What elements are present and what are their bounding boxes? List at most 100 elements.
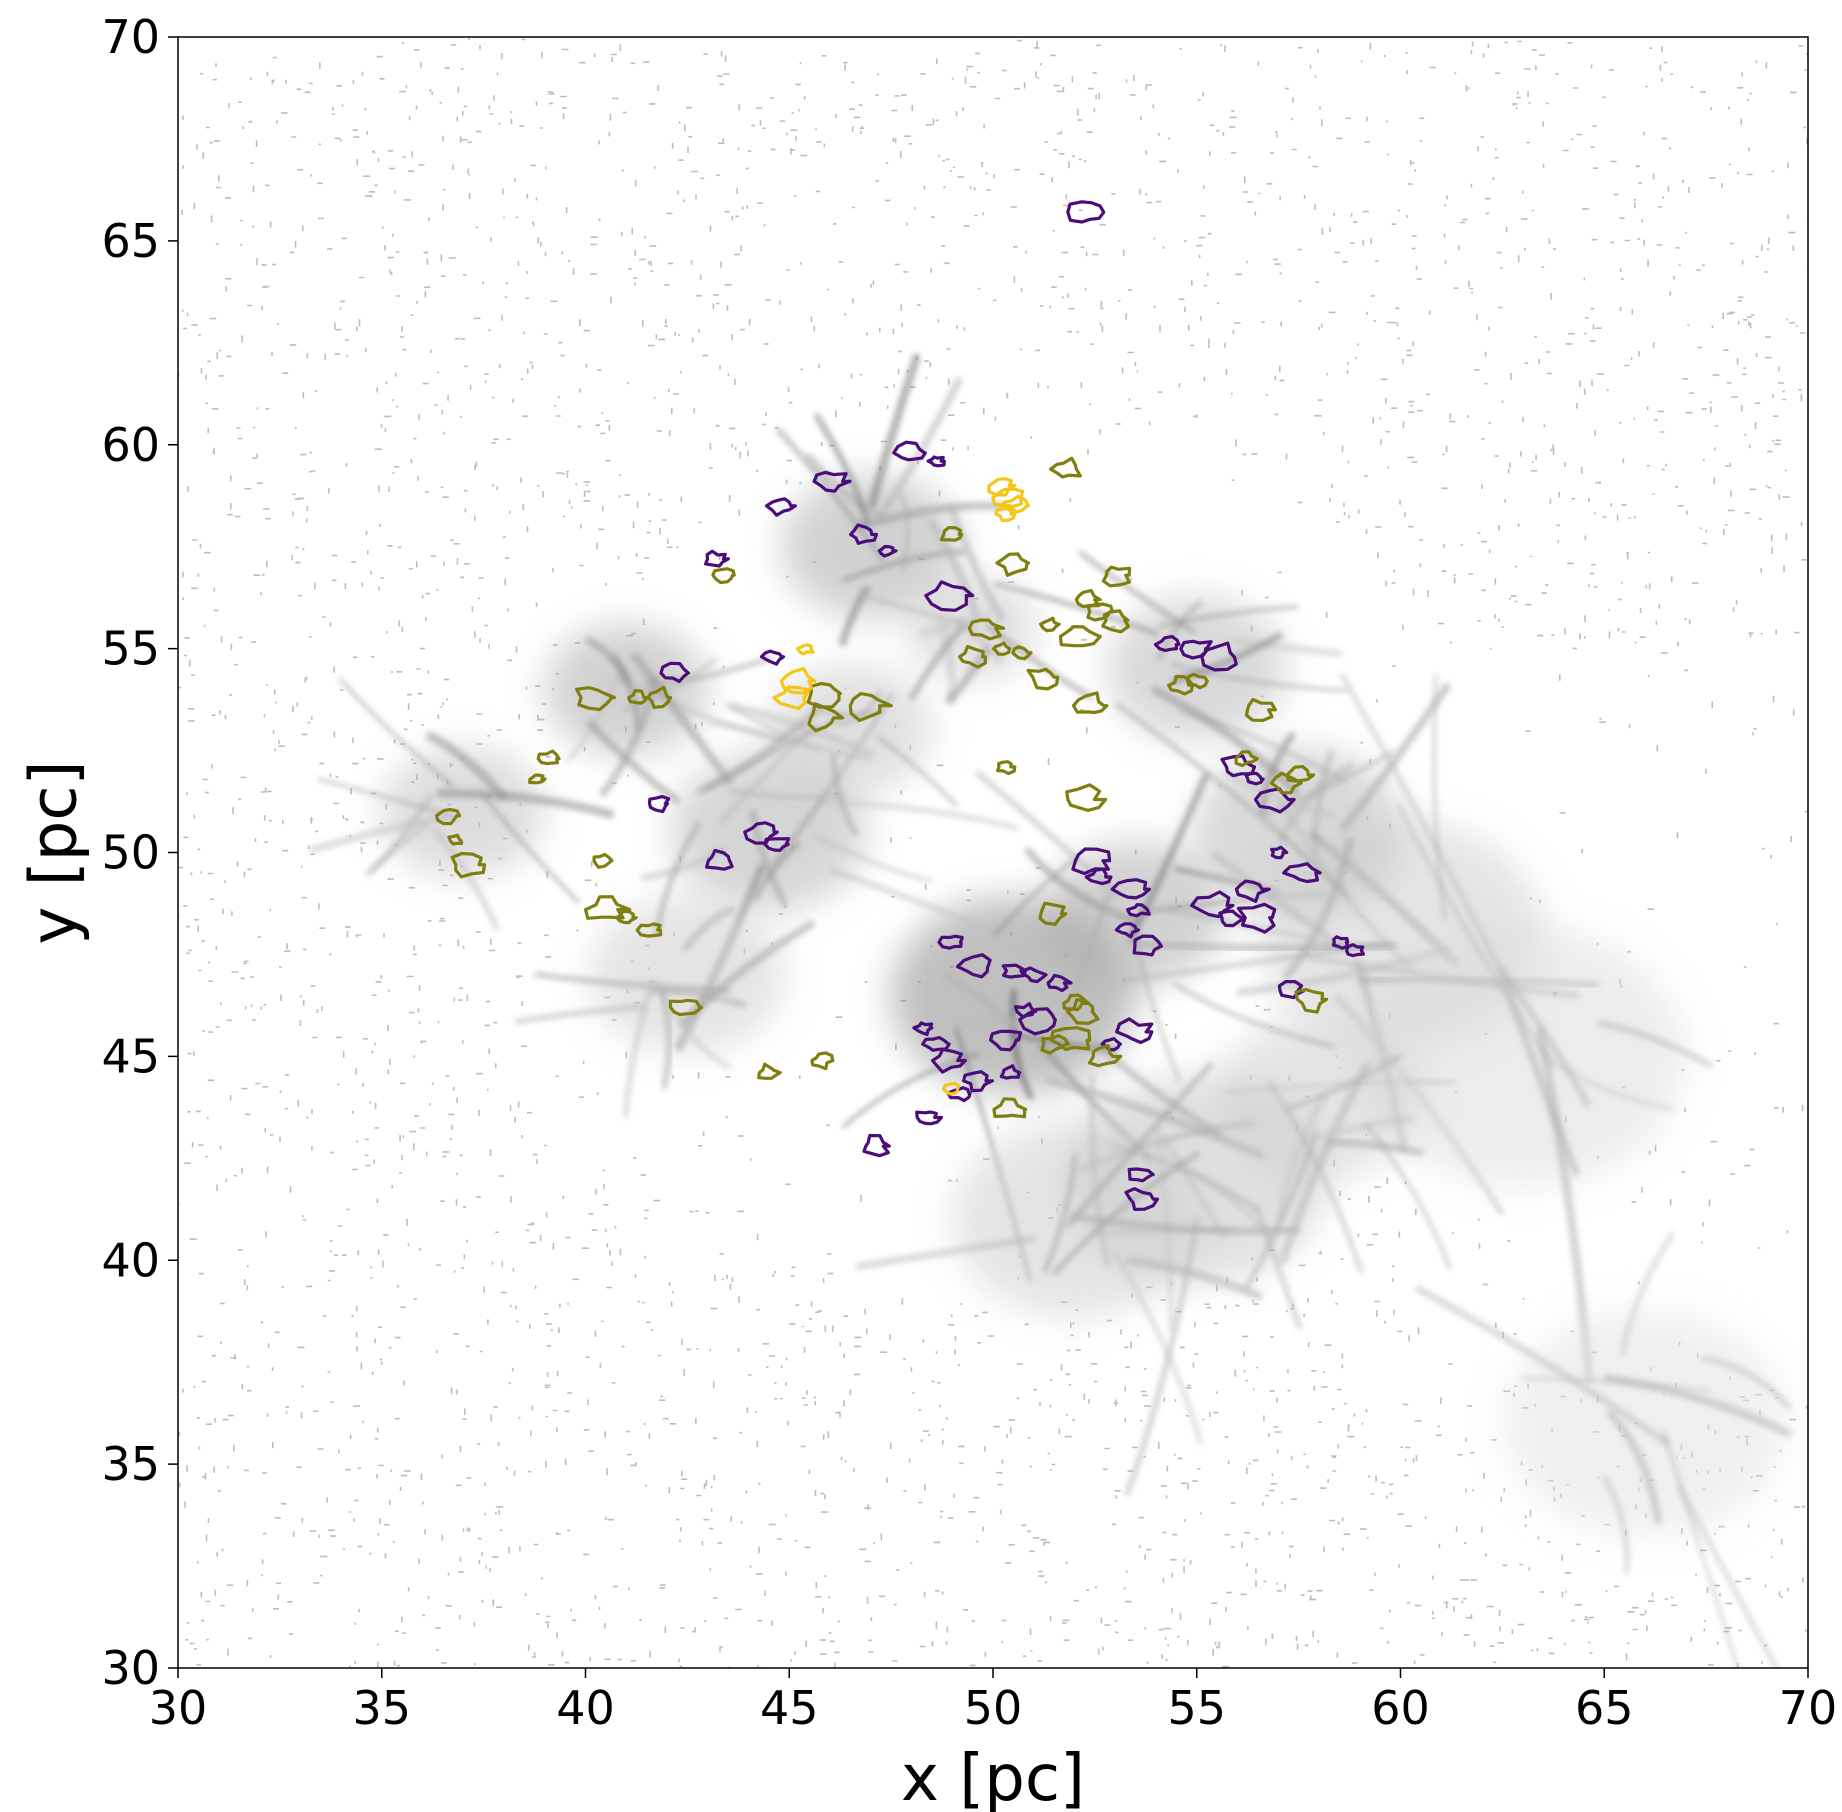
y-tick: 55 [101,622,178,676]
contour-purple [1046,973,1073,993]
x-tick-label: 60 [1371,1681,1430,1735]
y-tick-label: 50 [101,826,160,880]
y-tick: 65 [101,214,178,268]
contour-purple [1127,1167,1155,1183]
contour-olive [450,851,487,879]
contour-purple [1218,909,1247,928]
contour-olive [1040,1033,1070,1055]
contour-purple [999,1064,1022,1080]
contour-olive [1087,1044,1123,1068]
contour-olive [528,773,547,785]
contour-olive [1234,750,1259,768]
contour-purple [705,848,734,871]
density-feature [1415,1231,1792,1668]
contour-olive [1186,672,1209,690]
contour-olive [810,1051,835,1071]
x-tick: 35 [352,1668,411,1735]
contour-purple [1110,878,1151,900]
x-axis-label: x [pc] [901,1742,1085,1812]
density-feature [308,677,615,931]
contour-purple [921,1035,951,1052]
contour-yellow [779,667,817,695]
contour-purple [946,1086,972,1103]
density-feature [993,550,1348,797]
x-tick-label: 70 [1779,1681,1838,1735]
contour-olive [1071,691,1109,715]
contour-olive [996,760,1017,776]
x-tick: 70 [1779,1668,1838,1735]
x-tick: 65 [1575,1668,1634,1735]
contour-olive [848,692,893,723]
contour-purple [1282,862,1322,884]
contour-purple [1236,902,1277,934]
contour-purple [764,497,797,517]
contour-purple [956,953,992,979]
contour-olive [958,644,987,669]
gas-density-layer [308,353,1792,1668]
contour-purple [1115,1017,1154,1045]
contour-purple [930,1047,967,1074]
y-tick: 70 [101,10,178,64]
x-tick-label: 50 [964,1681,1023,1735]
contour-olive [1065,998,1100,1025]
y-tick-label: 30 [101,1641,160,1695]
contour-olive [1101,609,1130,634]
contour-olive [434,808,462,826]
contour-purple [1124,1187,1159,1211]
contour-yellow [987,477,1017,497]
contour-purple [924,580,975,612]
x-tick: 55 [1167,1668,1226,1735]
y-tick-label: 55 [101,622,160,676]
contour-purple [1084,867,1113,886]
contour-purple [647,795,671,814]
y-tick: 50 [101,826,178,880]
contour-olive [1026,667,1060,691]
x-tick: 45 [760,1668,819,1735]
y-tick-label: 65 [101,214,160,268]
contour-purple [989,1029,1023,1052]
contour-purple [877,544,898,558]
density-feature [775,353,1006,647]
contour-purple [1270,845,1289,860]
contour-olive [711,567,736,585]
contour-olive [967,618,1006,641]
contour-purple [849,523,879,545]
contour-olive [1294,988,1329,1014]
contour-purple [1114,922,1140,939]
contour-olive [1101,565,1132,588]
contour-olive [635,922,663,938]
contour-olive [592,852,614,869]
density-feature [544,624,786,805]
contour-purple [812,470,852,493]
y-tick-label: 60 [101,418,160,472]
y-tick-label: 35 [101,1437,160,1491]
contour-purple [892,440,927,462]
x-axis: 30 35 40 45 50 55 60 65 70 [149,1668,1838,1735]
contour-olive [627,689,649,705]
contour-purple [1253,787,1296,814]
contour-yellow [991,487,1025,508]
contour-purple [862,1133,891,1158]
contour-olive [584,895,632,920]
contour-purple [915,1110,943,1126]
contour-olive [615,909,638,925]
contour-olive [1285,765,1316,783]
contour-purple [1234,879,1271,903]
y-tick-label: 45 [101,1029,160,1083]
contour-olive [536,749,561,766]
y-axis-label: y [pc] [18,761,92,945]
contour-purple [926,455,946,468]
x-tick: 30 [149,1668,207,1735]
x-tick-label: 35 [352,1681,411,1735]
contour-olive [1086,602,1114,622]
contour-olive [1167,674,1195,696]
contour-olive [1049,456,1082,479]
contour-purple [1100,1037,1122,1052]
contour-olive [1011,645,1033,661]
contour-olive [806,681,842,709]
contour-olive [992,1097,1028,1119]
contour-purple [1331,935,1350,950]
density-feature [1223,672,1713,1384]
y-tick-label: 70 [101,10,160,64]
